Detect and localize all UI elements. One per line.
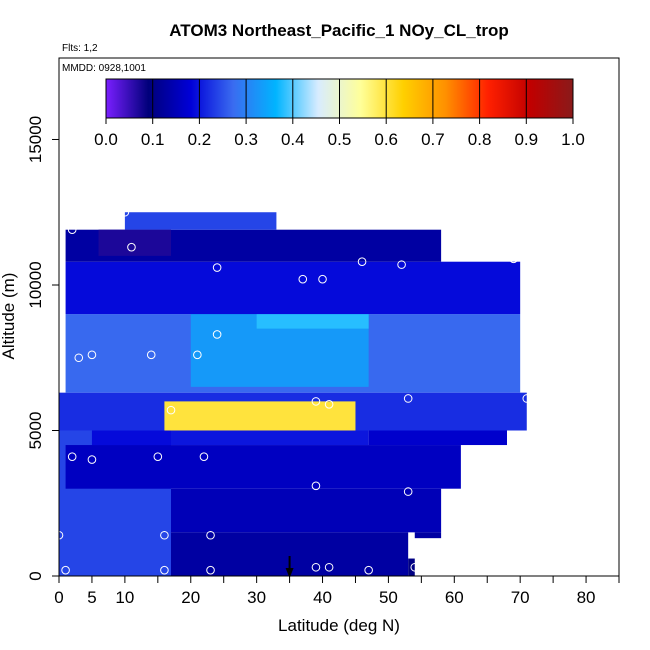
x-tick-label: 5	[87, 588, 96, 607]
heatmap-cell	[408, 558, 415, 576]
x-tick-label: 70	[511, 588, 530, 607]
sample-point	[153, 452, 163, 461]
colorbar-tick-label: 0.3	[234, 130, 258, 149]
sample-point	[206, 530, 215, 540]
colorbar: 0.0 0.1 0.2 0.3 0.4 0.5 0.6 0.7 0.8 0.9 1.0	[94, 78, 585, 149]
heatmap-cell	[65, 445, 461, 489]
sample-point	[127, 242, 136, 252]
colorbar-tick-label: 0.8	[468, 130, 492, 149]
sample-point	[206, 565, 215, 575]
sample-point	[193, 350, 202, 360]
plot-frame	[58, 57, 620, 577]
x-tick-label: 30	[247, 588, 266, 607]
x-axis: 0 5 10 20 30 40 50 60 70 80	[54, 576, 620, 607]
colorbar-tick-label: 0.0	[94, 130, 118, 149]
heatmap-cell	[98, 229, 171, 256]
y-tick-label: 5000	[26, 412, 45, 450]
sample-point	[160, 530, 169, 540]
heatmap-cell	[164, 401, 356, 431]
sample-point	[160, 565, 169, 575]
x-axis-label: Latitude (deg N)	[278, 616, 400, 635]
y-tick-label: 10000	[26, 261, 45, 308]
y-tick-label: 0	[26, 571, 45, 580]
sample-point	[87, 455, 97, 464]
chart-title: ATOM3 Northeast_Pacific_1 NOy_CL_trop	[169, 21, 508, 40]
arrow-head	[285, 568, 294, 578]
x-tick-label: 60	[445, 588, 464, 607]
heatmap-cell	[91, 430, 171, 446]
flight-arrow	[285, 556, 294, 578]
sample-point	[403, 394, 413, 403]
sample-point	[87, 350, 97, 360]
colorbar-tick-label: 0.6	[374, 130, 398, 149]
date-info: MMDD: 0928,1001	[62, 63, 146, 74]
sample-point	[67, 452, 77, 461]
y-tick-label: 15000	[26, 116, 45, 163]
sample-point	[61, 565, 70, 575]
sample-point	[522, 394, 532, 403]
y-axis-label: Altitude (m)	[0, 273, 18, 360]
x-tick-label: 80	[577, 588, 596, 607]
sample-point	[397, 260, 406, 269]
x-tick-label: 0	[54, 588, 63, 607]
sample-point	[212, 330, 222, 339]
colorbar-tick-label: 0.7	[421, 130, 445, 149]
sample-point	[166, 405, 176, 415]
sample-point	[199, 452, 209, 461]
sample-point	[324, 562, 334, 572]
heatmap-cell	[171, 430, 369, 446]
flights-info: Flts: 1,2	[62, 43, 98, 54]
sample-point	[311, 562, 321, 572]
sample-point	[298, 274, 308, 284]
sample-point	[318, 274, 327, 284]
x-tick-label: 20	[181, 588, 200, 607]
sample-point	[509, 254, 518, 264]
sample-point	[410, 562, 420, 572]
sample-point	[324, 400, 334, 409]
x-tick-label: 50	[379, 588, 398, 607]
sample-point	[146, 350, 156, 360]
heatmap-cell	[65, 261, 521, 315]
colorbar-tick-label: 0.4	[281, 130, 305, 149]
colorbar-tick-label: 0.2	[188, 130, 212, 149]
heatmap-cell	[414, 532, 442, 539]
sample-point	[443, 245, 453, 255]
colorbar-tick-label: 0.5	[328, 130, 352, 149]
colorbar-tick-label: 1.0	[561, 130, 585, 149]
sample-point	[311, 397, 321, 406]
sample-point	[67, 225, 77, 234]
colorbar-tick-label: 0.1	[141, 130, 165, 149]
colorbar-ticks: 0.0 0.1 0.2 0.3 0.4 0.5 0.6 0.7 0.8 0.9 1.0	[94, 79, 585, 149]
sample-point	[311, 481, 321, 491]
y-axis: 0 5000 10000 15000	[26, 116, 59, 581]
sample-point	[364, 565, 373, 575]
sample-point	[357, 257, 367, 267]
sample-point	[403, 487, 413, 496]
colorbar-tick-label: 0.9	[514, 130, 538, 149]
heatmap-field	[59, 212, 527, 576]
sample-point	[212, 263, 222, 272]
sample-point	[120, 207, 130, 217]
x-tick-label: 10	[115, 588, 134, 607]
x-tick-label: 40	[313, 588, 332, 607]
sample-point	[74, 353, 84, 363]
sample-points	[54, 207, 532, 575]
heatmap-cell	[124, 212, 277, 230]
